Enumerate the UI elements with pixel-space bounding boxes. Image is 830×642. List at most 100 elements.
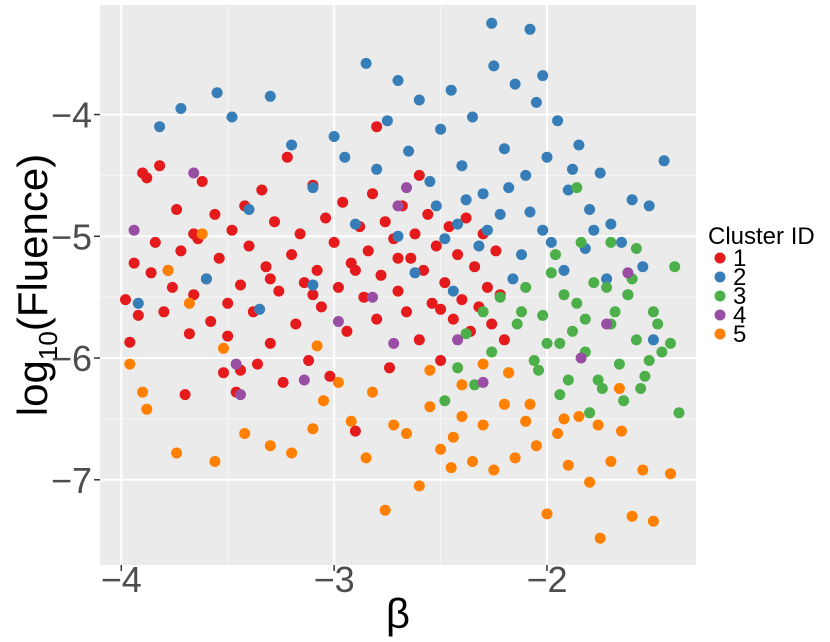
data-point-cluster-1 — [213, 252, 225, 264]
data-point-cluster-5 — [209, 456, 221, 467]
data-point-cluster-3 — [567, 325, 578, 337]
y-tick-label: −6 — [51, 338, 92, 379]
data-point-cluster-2 — [552, 115, 564, 127]
data-point-cluster-4 — [477, 376, 489, 388]
data-point-cluster-4 — [367, 291, 378, 303]
data-point-cluster-3 — [596, 383, 608, 394]
data-point-cluster-1 — [490, 245, 502, 257]
data-point-cluster-1 — [324, 370, 336, 382]
data-point-cluster-1 — [149, 236, 161, 248]
data-point-cluster-4 — [235, 389, 246, 401]
data-point-cluster-5 — [447, 431, 459, 443]
data-point-cluster-1 — [413, 334, 425, 346]
data-point-cluster-4 — [128, 224, 140, 236]
data-point-cluster-5 — [584, 476, 596, 488]
data-point-cluster-5 — [456, 379, 468, 391]
data-point-cluster-1 — [430, 240, 442, 252]
data-point-cluster-1 — [341, 325, 353, 337]
data-point-cluster-2 — [460, 194, 472, 206]
data-point-cluster-3 — [516, 306, 527, 318]
data-point-cluster-3 — [550, 249, 561, 261]
data-point-cluster-1 — [222, 330, 234, 342]
data-point-cluster-2 — [545, 236, 557, 248]
y-tick-label: −7 — [51, 460, 92, 501]
data-point-cluster-2 — [516, 249, 527, 261]
data-point-cluster-5 — [239, 428, 251, 439]
x-tick-label: −3 — [314, 559, 355, 600]
data-point-cluster-2 — [507, 273, 519, 285]
data-point-cluster-2 — [584, 204, 596, 215]
data-point-cluster-1 — [435, 355, 447, 366]
legend-title: Cluster ID — [708, 223, 815, 250]
data-point-cluster-5 — [307, 423, 319, 435]
data-point-cluster-1 — [418, 264, 429, 276]
data-point-cluster-2 — [541, 151, 553, 163]
data-point-cluster-5 — [141, 403, 153, 415]
data-point-cluster-2 — [200, 273, 212, 285]
data-point-cluster-2 — [481, 224, 493, 236]
data-point-cluster-5 — [311, 340, 323, 352]
data-point-cluster-2 — [349, 218, 361, 230]
data-point-cluster-1 — [260, 261, 272, 273]
data-point-cluster-1 — [141, 172, 153, 184]
data-point-cluster-2 — [605, 218, 617, 230]
data-point-cluster-3 — [460, 328, 472, 340]
data-point-cluster-2 — [626, 194, 638, 206]
data-point-cluster-1 — [269, 216, 280, 228]
data-point-cluster-2 — [537, 70, 549, 82]
data-point-cluster-1 — [218, 367, 229, 379]
data-point-cluster-5 — [488, 464, 500, 476]
data-point-cluster-1 — [290, 318, 302, 330]
data-point-cluster-1 — [447, 313, 459, 325]
data-point-cluster-2 — [447, 285, 459, 297]
data-point-cluster-2 — [503, 182, 515, 194]
data-point-cluster-2 — [413, 94, 425, 106]
data-point-cluster-2 — [307, 279, 319, 291]
legend-label-5: 5 — [733, 321, 746, 348]
data-point-cluster-1 — [315, 301, 327, 313]
data-point-cluster-3 — [571, 297, 583, 309]
x-axis-title: β — [386, 590, 410, 637]
data-point-cluster-1 — [243, 240, 255, 252]
data-point-cluster-1 — [460, 212, 472, 224]
data-point-cluster-1 — [281, 151, 293, 163]
data-point-cluster-3 — [639, 370, 651, 382]
y-axis-title-text: log10(Fluence) — [9, 154, 63, 416]
data-point-cluster-2 — [530, 96, 542, 108]
data-point-cluster-1 — [481, 281, 493, 293]
data-point-cluster-3 — [554, 337, 566, 349]
data-point-cluster-5 — [401, 428, 412, 439]
data-point-cluster-2 — [243, 204, 255, 215]
data-point-cluster-2 — [498, 143, 510, 155]
data-point-cluster-2 — [488, 60, 500, 72]
data-point-cluster-3 — [579, 313, 591, 325]
data-point-cluster-2 — [601, 273, 613, 285]
legend-key-3 — [714, 290, 726, 302]
data-point-cluster-2 — [509, 78, 521, 90]
data-point-cluster-3 — [511, 318, 523, 330]
data-point-cluster-1 — [349, 264, 361, 276]
data-point-cluster-2 — [175, 103, 187, 114]
data-point-cluster-1 — [405, 252, 417, 264]
data-point-cluster-2 — [494, 208, 506, 220]
data-point-cluster-5 — [530, 440, 542, 452]
data-point-cluster-2 — [403, 145, 415, 157]
data-point-cluster-1 — [298, 277, 310, 289]
data-point-cluster-5 — [124, 358, 136, 370]
data-point-cluster-2 — [254, 303, 266, 315]
data-point-cluster-3 — [609, 306, 621, 318]
data-point-cluster-5 — [541, 508, 553, 520]
data-point-cluster-5 — [558, 413, 570, 425]
data-point-cluster-1 — [154, 160, 166, 172]
data-point-cluster-1 — [349, 425, 361, 437]
data-point-cluster-1 — [256, 184, 268, 196]
data-point-cluster-3 — [477, 306, 489, 318]
data-point-cluster-3 — [486, 346, 498, 358]
data-point-cluster-1 — [371, 313, 383, 325]
data-point-cluster-2 — [477, 188, 489, 200]
data-point-cluster-1 — [384, 362, 395, 374]
data-point-cluster-1 — [188, 289, 200, 301]
data-point-cluster-3 — [541, 337, 553, 349]
